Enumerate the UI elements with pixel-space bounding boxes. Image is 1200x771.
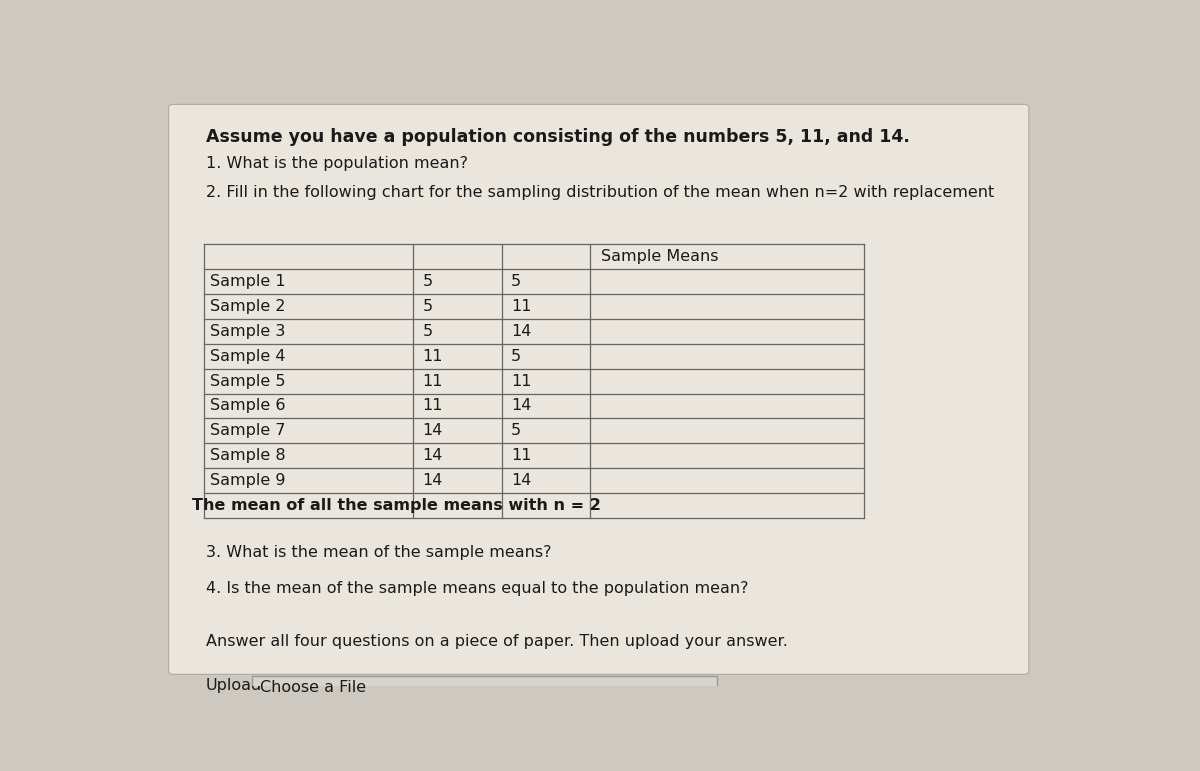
Text: 11: 11 <box>422 373 443 389</box>
Text: Sample 1: Sample 1 <box>210 274 286 289</box>
Text: 5: 5 <box>511 423 521 439</box>
Text: Sample 4: Sample 4 <box>210 348 286 364</box>
Text: 14: 14 <box>422 449 443 463</box>
Text: Sample 9: Sample 9 <box>210 473 286 488</box>
Text: 11: 11 <box>511 298 532 314</box>
Text: The mean of all the sample means with n = 2: The mean of all the sample means with n … <box>192 498 601 513</box>
Text: 5: 5 <box>422 274 433 289</box>
Text: 5: 5 <box>511 274 521 289</box>
Text: 14: 14 <box>511 324 532 338</box>
Text: Sample 2: Sample 2 <box>210 298 286 314</box>
Text: 3. What is the mean of the sample means?: 3. What is the mean of the sample means? <box>206 545 551 560</box>
Text: 4. Is the mean of the sample means equal to the population mean?: 4. Is the mean of the sample means equal… <box>206 581 749 595</box>
FancyBboxPatch shape <box>252 675 718 700</box>
Text: Sample Means: Sample Means <box>601 249 719 264</box>
Text: Answer all four questions on a piece of paper. Then upload your answer.: Answer all four questions on a piece of … <box>206 634 787 649</box>
Text: 2. Fill in the following chart for the sampling distribution of the mean when n=: 2. Fill in the following chart for the s… <box>206 184 994 200</box>
Text: Sample 6: Sample 6 <box>210 399 286 413</box>
FancyBboxPatch shape <box>168 104 1028 675</box>
Text: 5: 5 <box>422 298 433 314</box>
Text: Sample 8: Sample 8 <box>210 449 286 463</box>
Text: Choose a File: Choose a File <box>259 681 366 695</box>
Text: 11: 11 <box>422 348 443 364</box>
Text: 14: 14 <box>511 399 532 413</box>
Text: Assume you have a population consisting of the numbers 5, 11, and 14.: Assume you have a population consisting … <box>206 128 910 146</box>
Text: 5: 5 <box>422 324 433 338</box>
Text: Sample 7: Sample 7 <box>210 423 286 439</box>
Text: 14: 14 <box>511 473 532 488</box>
Text: Sample 3: Sample 3 <box>210 324 286 338</box>
Text: 5: 5 <box>511 348 521 364</box>
Text: 1. What is the population mean?: 1. What is the population mean? <box>206 156 468 171</box>
Text: 14: 14 <box>422 473 443 488</box>
Text: Upload: Upload <box>206 678 262 693</box>
Text: 14: 14 <box>422 423 443 439</box>
Text: 11: 11 <box>422 399 443 413</box>
Text: 11: 11 <box>511 373 532 389</box>
Text: Sample 5: Sample 5 <box>210 373 286 389</box>
Text: 11: 11 <box>511 449 532 463</box>
